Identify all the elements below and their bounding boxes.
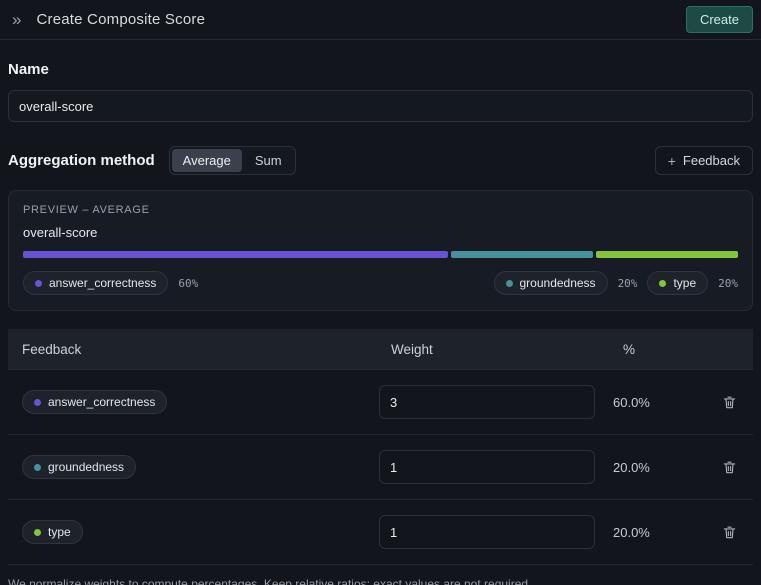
table-row: answer_correctness 60.0% bbox=[8, 370, 753, 435]
table-row: groundedness 20.0% bbox=[8, 435, 753, 500]
name-input[interactable] bbox=[8, 90, 753, 122]
feedback-chip-label: answer_correctness bbox=[48, 395, 156, 409]
feedback-chip-type: type bbox=[22, 520, 83, 544]
delete-row-button[interactable] bbox=[718, 456, 741, 479]
add-feedback-label: Feedback bbox=[682, 153, 740, 168]
teal-dot-icon bbox=[34, 463, 41, 471]
percent-value: 20.0% bbox=[613, 524, 650, 540]
trash-icon bbox=[723, 396, 735, 408]
legend-chip-type: type bbox=[647, 271, 709, 295]
feedback-table: Feedback Weight % answer_correctness 60.… bbox=[8, 329, 753, 565]
column-header-percent: % bbox=[623, 341, 636, 357]
topbar: » Create Composite Score Create bbox=[0, 0, 761, 40]
aggregation-method-label: Aggregation method bbox=[8, 152, 155, 169]
green-dot-icon bbox=[34, 528, 41, 536]
teal-dot-icon bbox=[505, 279, 513, 287]
delete-row-button[interactable] bbox=[718, 521, 741, 544]
preview-legend: answer_correctness 60% groundedness 20% … bbox=[23, 271, 738, 295]
percent-value: 60.0% bbox=[613, 394, 650, 410]
legend-chip-label: groundedness bbox=[519, 276, 596, 290]
table-row: type 20.0% bbox=[8, 500, 753, 565]
weight-input-groundedness[interactable] bbox=[379, 450, 595, 484]
legend-chip-label: type bbox=[673, 276, 697, 290]
legend-pct-groundedness: 20% bbox=[617, 276, 638, 290]
legend-pct-answer-correctness: 60% bbox=[178, 276, 199, 290]
normalization-note: We normalize weights to compute percenta… bbox=[8, 577, 532, 585]
weight-input-answer-correctness[interactable] bbox=[379, 385, 595, 419]
bar-segment-type bbox=[596, 251, 738, 258]
bar-segment-answer-correctness bbox=[23, 251, 449, 258]
table-header-row: Feedback Weight % bbox=[8, 329, 753, 370]
weight-input-type[interactable] bbox=[379, 515, 595, 549]
legend-right-group: groundedness 20% type 20% bbox=[493, 271, 738, 295]
feedback-chip-label: type bbox=[48, 525, 71, 539]
create-button[interactable]: Create bbox=[685, 6, 753, 33]
aggregation-option-average[interactable]: Average bbox=[171, 149, 242, 172]
page-title: Create Composite Score bbox=[36, 11, 206, 28]
preview-card: PREVIEW – AVERAGE overall-score answer_c… bbox=[8, 190, 753, 311]
purple-dot-icon bbox=[35, 279, 42, 287]
bar-segment-groundedness bbox=[451, 251, 594, 258]
double-chevron-right-icon[interactable]: » bbox=[12, 10, 22, 29]
legend-pct-type: 20% bbox=[718, 276, 738, 290]
preview-eyebrow: PREVIEW – AVERAGE bbox=[23, 204, 150, 216]
preview-score-name: overall-score bbox=[23, 225, 98, 240]
preview-stacked-bar bbox=[23, 251, 738, 258]
main-content: Name Aggregation method Average Sum + Fe… bbox=[0, 61, 761, 585]
aggregation-row: Aggregation method Average Sum + Feedbac… bbox=[8, 146, 753, 175]
trash-icon bbox=[723, 461, 735, 473]
name-label: Name bbox=[8, 61, 49, 78]
purple-dot-icon bbox=[34, 398, 41, 406]
column-header-feedback: Feedback bbox=[22, 341, 82, 357]
delete-row-button[interactable] bbox=[718, 391, 741, 414]
feedback-chip-label: groundedness bbox=[48, 460, 125, 474]
green-dot-icon bbox=[659, 279, 667, 287]
legend-chip-groundedness: groundedness bbox=[493, 271, 608, 295]
aggregation-segmented-control: Average Sum bbox=[168, 146, 296, 175]
column-header-weight: Weight bbox=[391, 341, 433, 357]
legend-chip-label: answer_correctness bbox=[49, 276, 157, 290]
percent-value: 20.0% bbox=[613, 459, 650, 475]
aggregation-option-sum[interactable]: Sum bbox=[244, 149, 293, 172]
feedback-chip-groundedness: groundedness bbox=[22, 455, 137, 479]
feedback-chip-answer-correctness: answer_correctness bbox=[22, 390, 168, 414]
legend-chip-answer-correctness: answer_correctness bbox=[23, 271, 169, 295]
trash-icon bbox=[723, 526, 735, 538]
plus-icon: + bbox=[667, 152, 676, 169]
add-feedback-button[interactable]: + Feedback bbox=[654, 146, 753, 175]
